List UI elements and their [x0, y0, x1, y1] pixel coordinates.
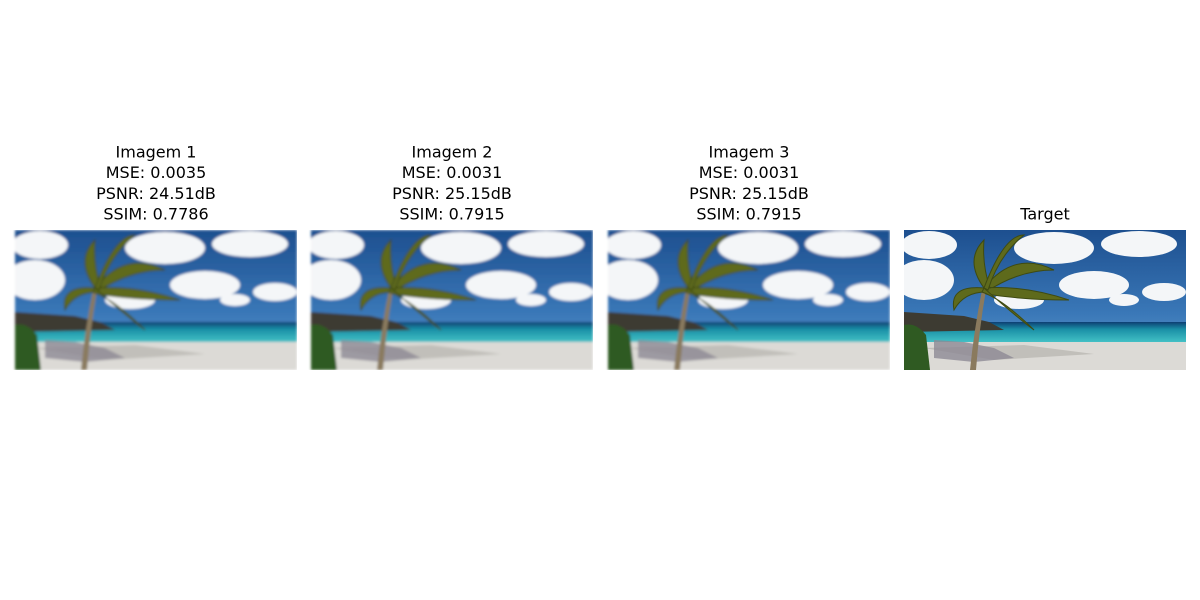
panel-title-line: PSNR: 25.15dB	[689, 184, 809, 203]
panel: Imagem 2 MSE: 0.0031 PSNR: 25.15dB SSIM: 0.…	[301, 142, 593, 370]
panel-title-line: PSNR: 24.51dB	[96, 184, 216, 203]
panel-title-line: Imagem 1	[116, 142, 197, 161]
panel: Imagem 1 MSE: 0.0035 PSNR: 24.51dB SSIM: 0.…	[5, 142, 297, 370]
panel-title-line: Imagem 3	[709, 142, 790, 161]
panel-title-line: SSIM: 0.7786	[103, 205, 208, 224]
panel-title-line: Target	[1019, 205, 1070, 224]
panel-image	[301, 230, 593, 370]
panel-image	[894, 230, 1186, 370]
panel-title-line: MSE: 0.0035	[106, 163, 207, 182]
panel: Target	[894, 205, 1186, 371]
panel-title-line: MSE: 0.0031	[699, 163, 800, 182]
panel-image	[598, 230, 890, 370]
panel-title-line: SSIM: 0.7915	[399, 205, 504, 224]
panel-title-line: SSIM: 0.7915	[696, 205, 801, 224]
panel-title-line: PSNR: 25.15dB	[392, 184, 512, 203]
panel: Imagem 3 MSE: 0.0031 PSNR: 25.15dB SSIM: 0.…	[598, 142, 890, 370]
panel-title-line: MSE: 0.0031	[402, 163, 503, 182]
panel-image	[5, 230, 297, 370]
panel-title-line: Imagem 2	[412, 142, 493, 161]
